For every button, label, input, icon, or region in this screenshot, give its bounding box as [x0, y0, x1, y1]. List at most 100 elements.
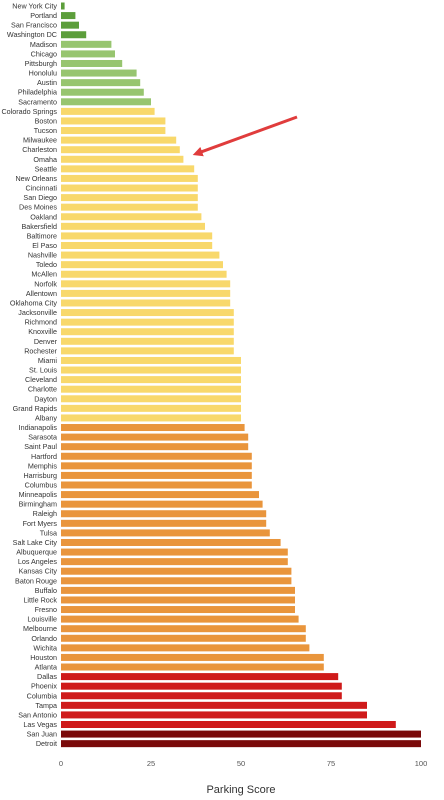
bar-tucson: [61, 127, 166, 135]
bar-boston: [61, 117, 166, 125]
category-label: Colorado Springs: [1, 107, 57, 116]
category-label: Indianapolis: [19, 423, 58, 432]
bar-louisville: [61, 615, 299, 623]
category-label: Knoxville: [28, 327, 57, 336]
x-tick-label: 25: [147, 759, 155, 768]
bar-madison: [61, 40, 112, 48]
category-label: Portland: [30, 11, 57, 20]
x-tick-label: 0: [59, 759, 63, 768]
bar-little-rock: [61, 596, 295, 604]
bar-colorado-springs: [61, 107, 155, 115]
category-label: St. Louis: [29, 366, 57, 375]
bar-saint-paul: [61, 443, 249, 451]
category-label: Raleigh: [33, 509, 57, 518]
category-label: San Antonio: [18, 710, 57, 719]
x-tick-label: 75: [327, 759, 335, 768]
category-label: Nashville: [28, 251, 57, 260]
category-label: Oakland: [30, 212, 57, 221]
bar-pittsburgh: [61, 59, 123, 67]
bar-detroit: [61, 740, 421, 748]
category-label: Los Angeles: [18, 557, 58, 566]
bar-dallas: [61, 673, 339, 681]
bar-nashville: [61, 251, 220, 259]
bar-san-antonio: [61, 711, 367, 719]
bar-omaha: [61, 155, 184, 163]
bar-honolulu: [61, 69, 137, 77]
category-label: New York City: [12, 2, 57, 11]
category-label: Hartford: [31, 452, 57, 461]
category-label: Tulsa: [40, 528, 57, 537]
category-label: Memphis: [28, 461, 58, 470]
category-label: San Juan: [27, 730, 57, 739]
category-label: Buffalo: [35, 586, 57, 595]
category-label: Pittsburgh: [25, 59, 57, 68]
category-label: Columbus: [25, 481, 58, 490]
category-label: Dallas: [37, 672, 57, 681]
category-label: Des Moines: [19, 203, 57, 212]
bar-houston: [61, 653, 324, 661]
category-label: Denver: [34, 337, 58, 346]
bar-washington-dc: [61, 31, 87, 39]
bar-st-louis: [61, 366, 241, 374]
category-label: Grand Rapids: [13, 404, 58, 413]
bar-des-moines: [61, 203, 198, 211]
x-tick-label: 50: [237, 759, 245, 768]
bar-albuquerque: [61, 548, 288, 556]
bar-memphis: [61, 462, 252, 470]
category-label: Philadelphia: [18, 88, 57, 97]
bar-norfolk: [61, 280, 231, 288]
category-label: San Diego: [23, 193, 57, 202]
bar-hartford: [61, 452, 252, 460]
bar-birmingham: [61, 500, 263, 508]
category-label: Phoenix: [31, 682, 57, 691]
bar-atlanta: [61, 663, 324, 671]
category-label: Columbia: [27, 691, 57, 700]
category-label: Saint Paul: [24, 442, 57, 451]
category-label: Kansas City: [19, 567, 58, 576]
bar-san-juan: [61, 730, 421, 738]
bar-allentown: [61, 289, 231, 297]
category-label: Allentown: [26, 289, 57, 298]
bar-dayton: [61, 395, 241, 403]
category-label: Baton Rouge: [15, 576, 57, 585]
annotation-arrow: [192, 115, 298, 157]
bar-san-diego: [61, 194, 198, 202]
bar-salt-lake-city: [61, 538, 281, 546]
bar-chicago: [61, 50, 115, 58]
bar-indianapolis: [61, 424, 245, 432]
category-label: Rochester: [24, 346, 57, 355]
bar-philadelphia: [61, 88, 144, 96]
x-tick-label: 100: [415, 759, 428, 768]
bars-layer: [61, 2, 421, 748]
category-label: Milwaukee: [23, 136, 57, 145]
bar-tulsa: [61, 529, 270, 537]
category-label: Richmond: [25, 318, 57, 327]
category-label: Toledo: [36, 260, 57, 269]
category-label: Norfolk: [34, 279, 57, 288]
bar-minneapolis: [61, 491, 259, 499]
category-label: Fort Myers: [23, 519, 58, 528]
category-label: Houston: [30, 653, 57, 662]
category-label: Las Vegas: [23, 720, 57, 729]
bar-harrisburg: [61, 471, 252, 479]
category-label: Tampa: [35, 701, 57, 710]
category-label: Fresno: [35, 605, 57, 614]
category-label: Chicago: [31, 49, 57, 58]
bar-new-orleans: [61, 174, 198, 182]
category-label: Tucson: [34, 126, 57, 135]
bar-albany: [61, 414, 241, 422]
category-label: Minneapolis: [19, 490, 58, 499]
category-label: Boston: [35, 116, 57, 125]
bar-richmond: [61, 318, 234, 326]
category-label: Orlando: [31, 634, 57, 643]
category-label: New Orleans: [15, 174, 57, 183]
category-label: Baltimore: [27, 231, 57, 240]
bar-toledo: [61, 261, 223, 269]
bar-cleveland: [61, 376, 241, 384]
category-label: Birmingham: [19, 500, 57, 509]
category-label: Jacksonville: [18, 308, 57, 317]
category-label: San Francisco: [11, 21, 57, 30]
category-label: Sarasota: [28, 433, 57, 442]
category-label: Washington DC: [7, 30, 57, 39]
